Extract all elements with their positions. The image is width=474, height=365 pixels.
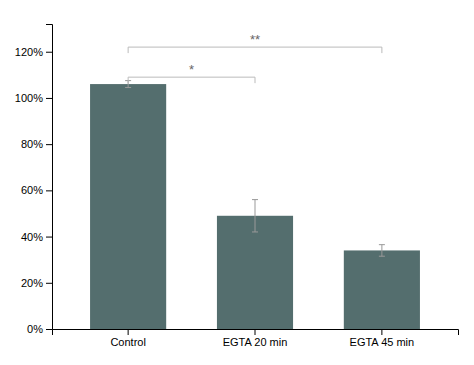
y-tick-label: 20% bbox=[21, 277, 43, 289]
y-tick: 120% bbox=[15, 46, 52, 58]
y-tick: 20% bbox=[21, 277, 52, 289]
y-tick-mark bbox=[46, 237, 52, 238]
y-tick: 80% bbox=[21, 138, 52, 150]
y-tick-mark bbox=[46, 190, 52, 191]
y-tick-mark bbox=[46, 52, 52, 53]
annotations: *** bbox=[128, 32, 382, 83]
x-axis-line bbox=[53, 330, 459, 336]
y-tick-label: 80% bbox=[21, 138, 43, 150]
x-tick-label: EGTA 45 min bbox=[350, 336, 415, 348]
x-tick-label: EGTA 20 min bbox=[223, 336, 288, 348]
significance-label: * bbox=[189, 62, 194, 77]
error-bar-line bbox=[379, 245, 385, 257]
x-tick-label: Control bbox=[110, 336, 145, 348]
y-axis: 0% 20% 40% 60% 80% 100% 120% bbox=[15, 25, 53, 336]
significance-bracket bbox=[128, 47, 382, 53]
x-tick-mark bbox=[128, 329, 129, 335]
chart: 0% 20% 40% 60% 80% 100% 120% Control EGTA 20 min… bbox=[0, 0, 474, 365]
y-tick-label: 100% bbox=[15, 92, 43, 104]
bar bbox=[90, 84, 166, 329]
x-tick-mark bbox=[255, 329, 256, 335]
y-tick-label: 40% bbox=[21, 231, 43, 243]
y-tick-mark bbox=[46, 144, 52, 145]
significance-label: ** bbox=[250, 32, 260, 47]
y-tick: 0% bbox=[27, 323, 52, 335]
x-tick-mark bbox=[381, 329, 382, 335]
y-tick-mark bbox=[46, 283, 52, 284]
x-tick: Control bbox=[110, 329, 145, 348]
y-tick-label: 60% bbox=[21, 184, 43, 196]
error-bar bbox=[252, 200, 258, 232]
x-tick: EGTA 20 min bbox=[223, 329, 288, 348]
error-bar-line bbox=[252, 200, 258, 232]
y-tick-label: 120% bbox=[15, 46, 43, 58]
y-tick: 60% bbox=[21, 184, 52, 196]
bar bbox=[344, 250, 420, 329]
marks bbox=[90, 81, 420, 329]
error-bar bbox=[379, 245, 385, 257]
x-axis: Control EGTA 20 min EGTA 45 min bbox=[53, 329, 459, 348]
y-tick-label: 0% bbox=[27, 323, 43, 335]
x-tick: EGTA 45 min bbox=[350, 329, 415, 348]
y-tick-mark bbox=[46, 329, 52, 330]
plot: 0% 20% 40% 60% 80% 100% 120% Control EGTA 20 min… bbox=[15, 25, 459, 348]
y-tick: 100% bbox=[15, 92, 52, 104]
y-tick: 40% bbox=[21, 231, 52, 243]
significance-bracket bbox=[128, 77, 255, 83]
bar bbox=[217, 216, 293, 329]
y-tick-mark bbox=[46, 98, 52, 99]
y-axis-line bbox=[46, 25, 53, 330]
